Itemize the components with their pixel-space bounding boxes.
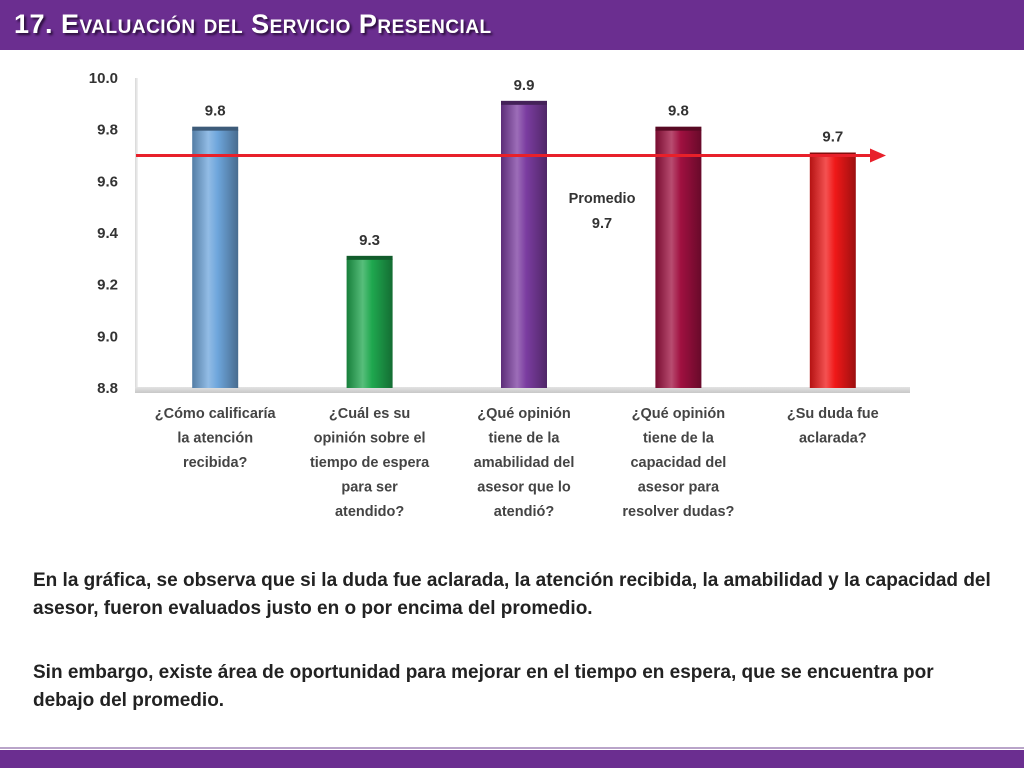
average-arrow-head	[870, 148, 886, 163]
category-label: ¿Su duda fue aclarada?	[787, 406, 879, 447]
bar-cap	[192, 126, 239, 131]
average-value-label: 9.7	[592, 216, 612, 232]
bar-value-label: 9.8	[668, 103, 689, 120]
plot-floor	[135, 387, 910, 393]
y-tick-label: 9.6	[97, 173, 118, 190]
bar	[655, 129, 702, 388]
y-tick-label: 9.2	[97, 277, 118, 294]
bar-value-label: 9.8	[205, 103, 226, 120]
bar-cap	[346, 255, 393, 260]
average-label: Promedio	[569, 191, 636, 207]
plot-wall	[135, 78, 138, 392]
bar	[809, 155, 856, 388]
y-tick-label: 9.0	[97, 328, 118, 345]
analysis-paragraph-1: En la gráfica, se observa que si la duda…	[33, 570, 991, 619]
bar	[501, 103, 547, 388]
bar-value-label: 9.9	[514, 77, 535, 94]
bar	[192, 129, 239, 388]
header-bar: 17. Evaluación del Servicio Presencial	[0, 0, 1024, 50]
y-tick-label: 9.4	[97, 225, 119, 242]
bar-cap	[501, 100, 547, 105]
category-label: ¿Cómo calificaría la atención recibida?	[155, 406, 277, 471]
analysis-paragraph-2: Sin embargo, existe área de oportunidad …	[33, 662, 934, 711]
bar-value-label: 9.3	[359, 232, 380, 249]
bar-cap	[655, 126, 702, 131]
footer-bar	[0, 747, 1024, 768]
bar	[346, 258, 393, 388]
bar-chart: 8.8 9.0 9.2 9.4 9.6 9.8 10.0 9.8 ¿Cómo calificar…	[89, 70, 910, 520]
bar-value-label: 9.7	[822, 129, 843, 146]
y-tick-label: 8.8	[97, 380, 118, 397]
page-title: 17. Evaluación del Servicio Presencial	[14, 9, 492, 39]
category-label: ¿Qué opinión tiene de la amabilidad del ase…	[474, 406, 575, 520]
y-tick-label: 10.0	[89, 70, 118, 87]
category-label: ¿Qué opinión tiene de la capacidad del ases…	[622, 406, 734, 520]
category-label: ¿Cuál es su opinión sobre el tiempo de esp…	[310, 406, 430, 520]
y-tick-label: 9.8	[97, 122, 118, 139]
